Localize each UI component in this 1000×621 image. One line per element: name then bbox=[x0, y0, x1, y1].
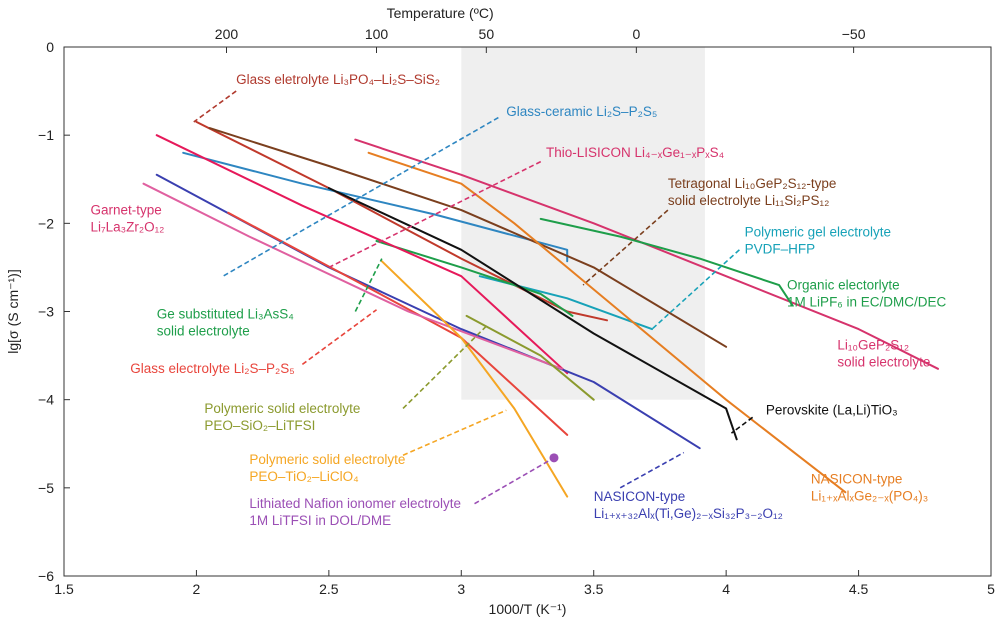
x-tick-label: 2.5 bbox=[319, 581, 339, 597]
series-line-13 bbox=[142, 182, 563, 370]
annotation-5: Polymeric gel electrolyte PVDF–HFP bbox=[745, 225, 891, 257]
annotation-3: Thio-LISICON Li₄₋ₓGe₁₋ₓPₓS₄ bbox=[546, 145, 724, 160]
leader-line-8 bbox=[354, 258, 383, 312]
annotation-6: Organic electorlyte 1M LiPF₆ in EC/DMC/DE… bbox=[787, 277, 946, 309]
y-tick-label: −4 bbox=[38, 392, 54, 408]
series-line-7 bbox=[375, 240, 574, 317]
shaded-region bbox=[461, 47, 705, 400]
leader-line-13 bbox=[402, 409, 507, 456]
x-tick-label: 1.5 bbox=[54, 581, 74, 597]
y-axis-label: lg[σ (S cm⁻¹)] bbox=[5, 269, 21, 353]
leader-line-5 bbox=[651, 249, 740, 330]
annotation-13: Polymeric solid electrolyte PEO–TiO₂–LiCl… bbox=[249, 452, 405, 484]
series-line-12 bbox=[227, 211, 569, 436]
leader-line-1 bbox=[193, 90, 237, 123]
top-tick-label: −50 bbox=[842, 26, 866, 42]
leader-line-4 bbox=[582, 209, 669, 286]
leader-line-16 bbox=[619, 451, 685, 489]
series-line-4 bbox=[208, 127, 728, 348]
annotation-7: Garnet-type Li₇La₃Zr₂O₁₂ bbox=[90, 203, 164, 235]
y-tick-label: −1 bbox=[38, 127, 54, 143]
x-tick-label: 3.5 bbox=[584, 581, 604, 597]
annotation-1: Glass eletrolyte Li₃PO₄–Li₂S–SiS₂ bbox=[236, 72, 440, 87]
annotation-14: NASICON-type Li₁₊ₓAlₓGe₂₋ₓ(PO₄)₃ bbox=[811, 471, 928, 503]
y-tick-label: −3 bbox=[38, 304, 54, 320]
annotation-9: Li₁₀GeP₂S₁₂ solid electrolyte bbox=[837, 337, 930, 369]
x-tick-label: 4.5 bbox=[849, 581, 869, 597]
x-tick-label: 3 bbox=[457, 581, 465, 597]
annotation-11: Polymeric solid electrolyte PEO–SiO₂–LiTF… bbox=[204, 401, 360, 433]
annotation-8: Ge substituted Li₃AsS₄ solid electrolyte bbox=[157, 307, 294, 339]
annotation-15: Lithiated Nafion ionomer electrolyte 1M L… bbox=[249, 496, 461, 528]
series-line-8 bbox=[367, 151, 847, 494]
leader-line-2 bbox=[222, 116, 499, 277]
top-tick-label: 100 bbox=[365, 26, 389, 42]
leader-line-12 bbox=[730, 416, 754, 434]
series-line-6 bbox=[539, 217, 794, 307]
annotation-4: Tetragonal Li₁₀GeP₂S₁₂-type solid electro… bbox=[668, 176, 837, 208]
y-tick-label: 0 bbox=[46, 39, 54, 55]
leader-layer bbox=[193, 90, 754, 505]
series-line-14 bbox=[465, 314, 595, 401]
x-tick-label: 5 bbox=[987, 581, 995, 597]
series-line-9 bbox=[327, 187, 738, 441]
x-tick-label: 4 bbox=[722, 581, 730, 597]
top-axis-label: Temperature (ºC) bbox=[387, 5, 494, 21]
series-line-3 bbox=[354, 138, 939, 370]
top-tick-label: 200 bbox=[215, 26, 239, 42]
leader-line-15 bbox=[474, 457, 555, 505]
series-line-1 bbox=[195, 120, 608, 322]
y-tick-label: −6 bbox=[38, 568, 54, 584]
x-tick-label: 2 bbox=[193, 581, 201, 597]
y-tick-label: −5 bbox=[38, 480, 54, 496]
annotation-2: Glass-ceramic Li₂S–P₂S₅ bbox=[506, 104, 657, 119]
top-tick-label: 0 bbox=[632, 26, 640, 42]
annotation-10: Glass electrolyte Li₂S–P₂S₅ bbox=[130, 361, 295, 376]
annotation-layer: Glass eletrolyte Li₃PO₄–Li₂S–SiS₂ Glass-c… bbox=[90, 72, 946, 528]
y-tick-label: −2 bbox=[38, 215, 54, 231]
leader-line-11 bbox=[402, 324, 489, 410]
annotation-16: NASICON-type Li₁₊ₓ₊₃₂Alₓ(Ti,Ge)₂₋ₓSi₃₂P₃₋… bbox=[594, 489, 783, 521]
series-line-2 bbox=[182, 151, 569, 263]
x-axis-label: 1000/T (K⁻¹) bbox=[489, 601, 567, 617]
leader-line-10 bbox=[301, 309, 378, 366]
top-tick-label: 50 bbox=[479, 26, 495, 42]
series-layer bbox=[142, 120, 939, 498]
series-line-15 bbox=[380, 260, 569, 498]
annotation-12: Perovskite (La,Li)TiO₃ bbox=[766, 403, 898, 418]
